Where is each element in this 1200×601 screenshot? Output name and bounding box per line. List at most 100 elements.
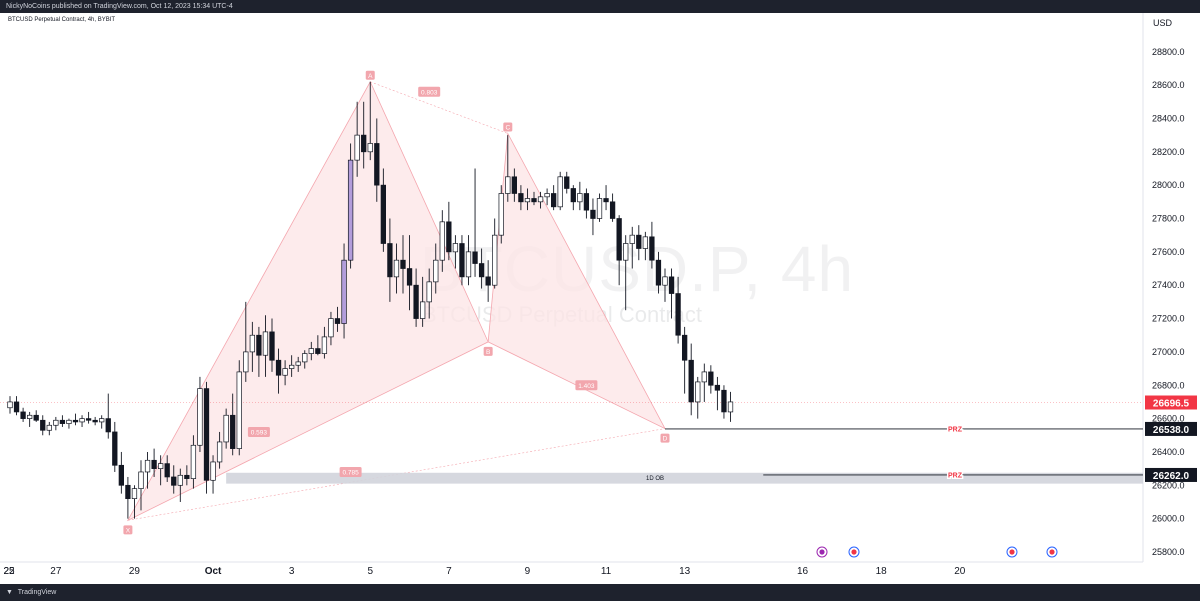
candle-body [727, 401, 734, 413]
candle-body [413, 284, 419, 319]
ac-ratio-line [370, 81, 508, 134]
candle-body [721, 389, 727, 413]
candle-body [583, 193, 590, 211]
candle-body [616, 218, 622, 261]
us-flag-event-icon-inner [1049, 549, 1055, 555]
last-price-badge-bg [1145, 395, 1197, 410]
ratio-label: 0.785 [342, 469, 359, 476]
us-flag-event-icon-inner [1009, 549, 1015, 555]
footer-brand[interactable]: TradingView [17, 589, 57, 596]
ratio-label: 0.593 [251, 429, 268, 436]
candle-body [557, 176, 563, 208]
time-tick-label: Oct [205, 566, 222, 577]
candle-body [223, 414, 229, 443]
us-flag-event-icon-inner [851, 549, 857, 555]
candle-body [629, 234, 635, 244]
candle-body [203, 388, 210, 481]
publisher-bar: NickyNoCoins published on TradingView.co… [0, 0, 1200, 13]
time-tick-label: 20 [954, 566, 966, 577]
order-block-label: 1D OB [646, 476, 664, 482]
candle-body [190, 444, 197, 479]
candle-body [269, 331, 275, 361]
price-tick-label: 28600.0 [1152, 80, 1185, 90]
prz-label: PRZ [948, 472, 963, 479]
price-tick-label: 26600.0 [1152, 414, 1185, 424]
candle-body [249, 334, 256, 353]
candle-body [164, 463, 170, 478]
candle-body [308, 348, 314, 354]
candle-body [380, 184, 386, 244]
candle-body [210, 461, 216, 481]
pattern-point-x: X [126, 527, 131, 534]
pattern-point-c: C [505, 124, 510, 131]
time-tick-label: 16 [797, 566, 809, 577]
pattern-point-d: D [663, 436, 668, 443]
candle-body [478, 263, 485, 278]
price-tick-label: 28400.0 [1152, 113, 1185, 123]
candle-body [46, 424, 52, 431]
prz-price-badge-1: 26538.0 [1153, 425, 1190, 436]
candle-body [681, 334, 688, 361]
currency-label[interactable]: USD [1153, 18, 1173, 28]
price-tick-label: 27800.0 [1152, 214, 1185, 224]
prz-price-badge-1-bg [1145, 421, 1197, 436]
ratio-label: 0.803 [421, 89, 438, 96]
candle-body [112, 431, 118, 466]
time-tick-label: 27 [50, 566, 62, 577]
candle-body [59, 419, 66, 424]
candle-body [256, 334, 262, 356]
candle-body [511, 176, 517, 194]
candle-body [662, 276, 668, 286]
candle-body [537, 196, 544, 203]
candle-body [289, 364, 295, 369]
candle-body [714, 384, 721, 391]
prz-price-badge-2: 26262.0 [1153, 471, 1190, 482]
candle-body [328, 318, 334, 338]
candle-body [636, 234, 642, 249]
candle-body [564, 176, 570, 189]
candlestick-chart[interactable]: 1D OB X A B C D 0.593 0.803 1.403 0.785 PRZ PRZ 2880… [0, 0, 1200, 584]
candle-body [92, 419, 98, 423]
candle-body [243, 351, 249, 373]
price-tick-label: 27400.0 [1152, 280, 1185, 290]
candle-body [125, 484, 131, 499]
time-tick-label: 5 [367, 566, 373, 577]
price-tick-label: 27000.0 [1152, 347, 1185, 357]
candle-body [452, 243, 459, 253]
pattern-point-badge [503, 122, 513, 132]
candle-body [361, 134, 367, 153]
candle-body [505, 176, 511, 194]
candle-body [374, 143, 380, 186]
candle-body [158, 463, 164, 469]
lightning-event-icon-inner [819, 549, 825, 555]
candle-body [675, 293, 681, 336]
time-tick-label: 7 [446, 566, 452, 577]
candle-body [295, 361, 301, 366]
candle-body [596, 198, 603, 219]
price-tick-label: 28800.0 [1152, 47, 1185, 57]
candle-body [544, 193, 550, 198]
candle-body [655, 259, 662, 286]
candle-body [701, 371, 707, 383]
pattern-point-badge [660, 433, 670, 443]
candle-body [131, 488, 138, 499]
candle-body [321, 336, 328, 354]
candle-body [144, 459, 151, 473]
candle-body [426, 281, 432, 303]
candle-body [7, 401, 13, 409]
candle-body [367, 143, 373, 153]
prz-label: PRZ [948, 426, 963, 433]
tradingview-logo-icon[interactable]: ▼ [6, 589, 13, 596]
candle-body [216, 441, 223, 463]
candle-body [590, 209, 596, 219]
candle-body [406, 268, 413, 286]
candle-body [230, 414, 236, 449]
symbol-info[interactable]: BTCUSD Perpetual Contract, 4h, BYBIT [8, 17, 116, 23]
pattern-point-a: A [368, 73, 373, 80]
candle-body [99, 418, 105, 423]
candle-body [472, 251, 478, 264]
candle-body [609, 201, 616, 219]
candle-body [282, 368, 288, 376]
candle-body [53, 419, 59, 426]
time-tick-label: 11 [601, 566, 612, 577]
